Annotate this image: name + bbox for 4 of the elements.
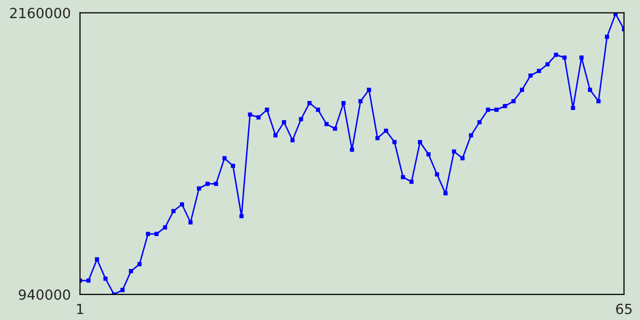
x-tick-label: 1: [77, 304, 84, 314]
x-tick-label: 65: [616, 304, 632, 314]
y-tick-label: 2160000: [10, 8, 70, 18]
y-tick-label: 940000: [18, 289, 70, 300]
